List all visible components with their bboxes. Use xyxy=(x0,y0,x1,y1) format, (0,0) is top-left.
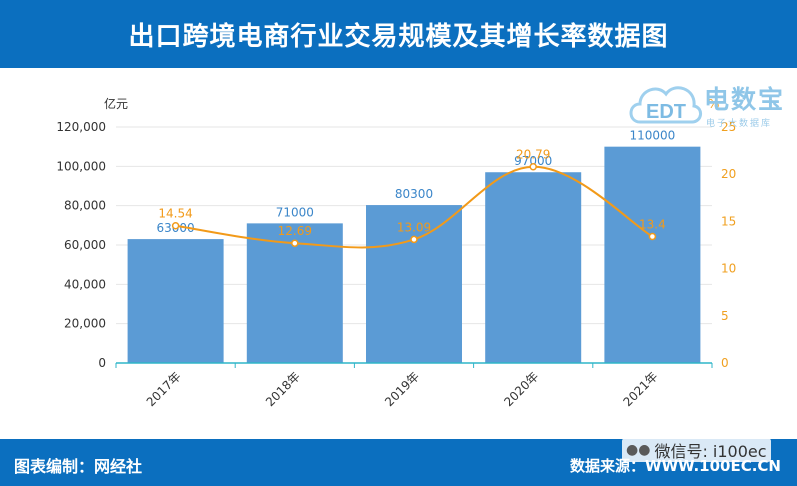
chart-area: 63000710008030097000110000 14.5412.6913.… xyxy=(56,96,736,409)
right-axis-tick-label: 10 xyxy=(721,262,736,276)
bar xyxy=(366,205,462,363)
right-axis-tick-label: 5 xyxy=(721,309,729,323)
bar xyxy=(604,146,701,363)
right-axis-tick-label: 25 xyxy=(721,120,736,134)
logo-subtitle: 电子大数据库 xyxy=(706,119,773,129)
bar-value-label: 80300 xyxy=(395,187,433,201)
left-axis-tick-label: 0 xyxy=(98,356,106,370)
growth-rate-label: 13.09 xyxy=(397,220,431,234)
category-label: 2018年 xyxy=(263,369,303,409)
growth-rate-point xyxy=(648,232,657,241)
right-axis-tick-label: 15 xyxy=(721,214,736,228)
wechat-id: 微信号: i100ec xyxy=(654,442,767,461)
left-axis-tick-label: 100,000 xyxy=(56,159,106,173)
growth-rate-label: 13.4 xyxy=(639,218,666,232)
right-axis-unit: % xyxy=(708,97,719,111)
category-label: 2019年 xyxy=(382,369,422,409)
bar-value-label: 110000 xyxy=(629,129,675,143)
growth-rate-label: 12.69 xyxy=(278,224,312,238)
right-axis-tick-label: 0 xyxy=(721,356,729,370)
growth-rate-point xyxy=(410,235,418,244)
footer-bar: 图表编制：网经社 数据来源：WWW.100EC.CN xyxy=(0,439,797,486)
category-label: 2017年 xyxy=(144,369,184,409)
left-axis-tick-label: 60,000 xyxy=(64,238,106,252)
left-axis-unit: 亿元 xyxy=(104,96,128,111)
bar-value-label: 97000 xyxy=(514,154,552,168)
growth-rate-point xyxy=(529,162,537,171)
growth-rate-point xyxy=(291,239,299,247)
wechat-watermark: ●● 微信号: i100ec xyxy=(622,438,771,462)
growth-rate-line xyxy=(175,165,653,249)
wechat-icon: ●● xyxy=(626,442,651,458)
right-axis-tick-label: 20 xyxy=(721,167,736,181)
bar xyxy=(485,172,582,363)
bar xyxy=(127,239,224,363)
left-axis-tick-label: 120,000 xyxy=(56,120,106,134)
bars-layer: 63000710008030097000110000 xyxy=(127,129,701,363)
growth-rate-label: 20.79 xyxy=(516,148,550,162)
growth-rate-label: 14.54 xyxy=(158,207,192,221)
cloud-logo-icon: EDT xyxy=(629,86,702,124)
category-label: 2021年 xyxy=(621,369,661,409)
chart-title: 出口跨境电商行业交易规模及其增长率数据图 xyxy=(128,21,669,52)
left-axis-tick-label: 80,000 xyxy=(64,199,106,213)
title-bar: 出口跨境电商行业交易规模及其增长率数据图 xyxy=(0,0,797,68)
left-axis-tick-label: 20,000 xyxy=(64,317,106,331)
logo: EDT 电数宝 电子大数据库 xyxy=(626,74,791,136)
compiled-by: 图表编制：网经社 xyxy=(14,457,143,476)
left-axis-tick-label: 40,000 xyxy=(64,277,106,291)
growth-rate-point xyxy=(171,221,180,230)
line-layer: 14.54 12.69 13.09 20.79 13.4 xyxy=(158,148,666,249)
bar-value-label: 71000 xyxy=(276,205,314,219)
category-label: 2020年 xyxy=(501,369,541,409)
logo-mark: EDT xyxy=(646,101,686,123)
logo-brand: 电数宝 xyxy=(704,85,786,114)
